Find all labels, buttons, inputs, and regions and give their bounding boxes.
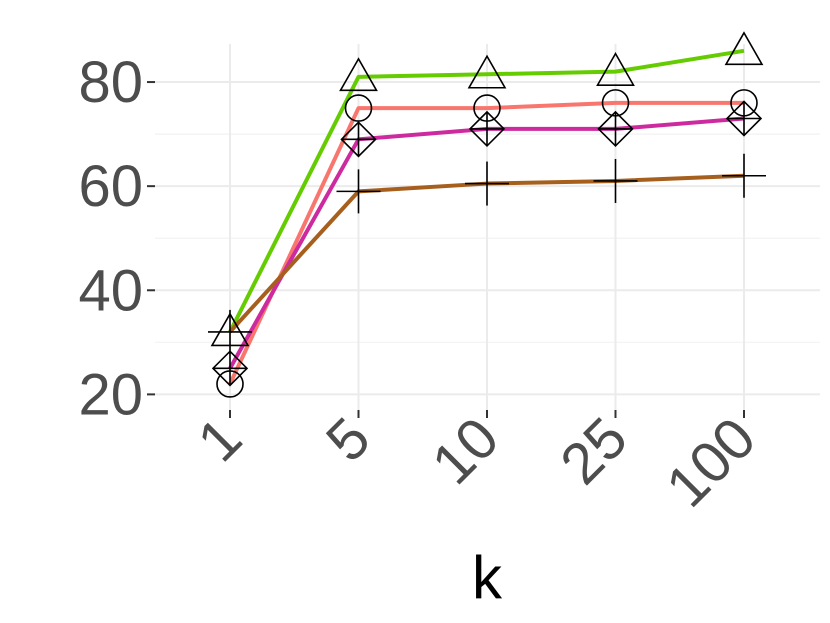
data-point-3 <box>725 100 763 137</box>
data-point-3 <box>597 110 634 148</box>
data-point-3 <box>340 121 377 158</box>
data-point-1 <box>339 57 378 92</box>
x-tick-label: 5 <box>314 405 383 474</box>
y-tick-label: 60 <box>78 154 143 219</box>
y-tick-label: 20 <box>78 362 143 427</box>
x-tick-label: 25 <box>548 405 640 497</box>
data-point-2 <box>344 94 373 122</box>
y-axis: 20 40 60 80 <box>78 50 155 427</box>
y-tick-label: 80 <box>78 50 143 115</box>
series-line-2 <box>228 100 744 385</box>
y-tick-label: 40 <box>78 258 143 323</box>
data-point-1 <box>596 52 635 86</box>
grid <box>155 44 820 410</box>
data-point-3 <box>211 350 249 387</box>
data-point-4 <box>722 153 766 198</box>
x-tick-label: 10 <box>420 405 512 497</box>
data-point-4 <box>593 158 638 203</box>
series-markers <box>208 31 766 398</box>
x-tick-label: 100 <box>654 405 768 519</box>
data-point-1 <box>467 54 507 89</box>
data-point-4 <box>208 309 252 354</box>
x-axis: 1 5 10 25 100 <box>185 405 768 519</box>
data-point-4 <box>465 161 509 206</box>
x-tick-label: 1 <box>185 405 254 474</box>
data-point-1 <box>724 31 764 66</box>
data-point-4 <box>336 169 381 214</box>
series-line-1 <box>228 48 745 333</box>
data-point-3 <box>468 110 506 148</box>
x-axis-title: k <box>472 544 503 611</box>
